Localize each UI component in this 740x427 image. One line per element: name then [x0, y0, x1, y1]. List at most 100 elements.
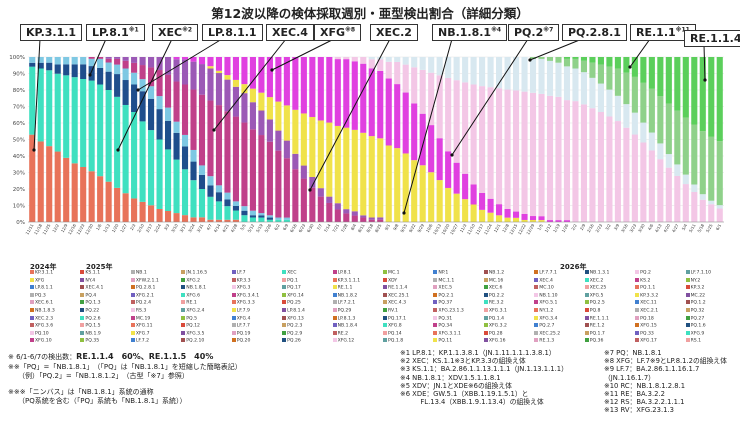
bar-segment-LP.8.1	[326, 202, 333, 222]
bar-segment-NB.1.8.1	[283, 57, 290, 106]
bar-segment-XEC.2	[105, 62, 112, 72]
legend-swatch	[30, 315, 34, 320]
bar-segment-LP.8.1.1	[181, 59, 189, 85]
legend-swatch	[433, 300, 438, 305]
legend-swatch	[332, 292, 337, 297]
bar-segment-XEC.2	[148, 86, 155, 99]
bar-segment-XFG	[419, 165, 426, 222]
legend-item: LP.8.1.4	[282, 308, 305, 314]
x-tick-label: 11/24	[483, 223, 493, 236]
bar-segment-RE.1.1.4	[716, 57, 723, 142]
legend-item: PQ.33	[635, 330, 654, 336]
bar-segment-KP.3.1.1	[54, 151, 61, 222]
bar-segment-XFG	[249, 88, 256, 103]
bar-segment-PQ.2.8.1	[691, 184, 698, 192]
bar-segment-XEC.4	[122, 80, 129, 105]
bar-segment-NB.1.8.1	[309, 57, 316, 117]
legend-item: PQ.27	[685, 315, 704, 321]
bar-segment-LP.8.1	[131, 62, 138, 73]
legend-label: NB.1.2	[488, 270, 505, 276]
legend-swatch	[635, 315, 640, 320]
bar-segment-XEC.4	[105, 71, 112, 90]
legend-label: RE.1.1.4	[388, 285, 408, 291]
bar-segment-NB.1.8.1	[529, 216, 537, 221]
bar-segment-RE.1.1.4	[572, 57, 579, 59]
bar-segment-LP.8.1	[181, 84, 189, 135]
legend-label: PQ.11	[438, 338, 453, 344]
bar-segment-RE.1.1.4	[631, 57, 638, 77]
bar-segment-LP.8.1.1	[164, 57, 172, 75]
bar-segment-XEC.4	[164, 120, 172, 150]
bar-segment-NB.1.8.1	[563, 220, 571, 223]
legend-label: PQ.1.4	[488, 316, 504, 322]
bar-segment-XEC.2	[198, 165, 206, 175]
legend-label: PQ.2.10	[186, 338, 205, 344]
x-tick-label: 3/2	[604, 223, 612, 231]
bar-segment-KP.3.1.1	[105, 181, 112, 222]
legend-swatch	[231, 277, 236, 282]
bar-segment-XFG	[232, 79, 240, 87]
legend-item: NB.1.8.1	[181, 285, 206, 291]
bar-segment-XEC	[105, 90, 112, 182]
bar-segment-PQ.2.8.1	[614, 95, 621, 122]
note-line3: （例）「PQ.2」=「NB.1.8.1.2」 （古型「※7」参照）	[18, 372, 189, 381]
bar-segment-NB.1.8.1	[173, 57, 180, 60]
callout-3: LP.8.1.1	[202, 24, 263, 41]
legend-swatch	[635, 285, 640, 290]
x-tick-label: 11/18	[33, 223, 43, 236]
legend-label: XFG.15	[640, 323, 657, 329]
bar-segment-NB.1.8.1	[351, 61, 358, 130]
legend-item: NY.4	[80, 277, 95, 283]
legend-label: PQ.35	[85, 338, 100, 344]
legend-item: PQ.4	[80, 292, 96, 298]
bar-segment-NB.1.8.1	[428, 125, 435, 173]
legend-label: XFG.3.3	[236, 300, 255, 306]
x-tick-label: 7/14	[323, 223, 332, 234]
bar-segment-KP.3.1.1	[131, 198, 138, 222]
bar-segment-RE.1.1.4	[563, 57, 571, 59]
y-tick-label: 80%	[13, 88, 25, 94]
legend-swatch	[383, 285, 387, 290]
x-tick-label: 11/17	[474, 223, 484, 236]
x-tick-label: 3/10	[170, 223, 179, 234]
bar-segment-PQ.2	[546, 95, 554, 221]
legend-label: XFG.2.4	[186, 308, 205, 314]
bar-segment-RE.1.1.4	[597, 57, 604, 65]
x-tick-label: 12/16	[67, 223, 77, 236]
legend-swatch	[635, 330, 640, 335]
bar-segment-LP.8.1.1	[241, 93, 248, 123]
legend-label: LF.7	[236, 270, 246, 276]
bar-segment-KP.3.1.1	[97, 176, 104, 222]
legend-label: RE.2	[337, 331, 349, 337]
bar-segment-XEC.2	[54, 57, 61, 65]
bar-segment-LP.8.1	[88, 57, 95, 59]
legend-swatch	[685, 270, 690, 274]
x-tick-label: 12/2	[51, 223, 60, 234]
bar-segment-XEC.4	[63, 64, 70, 76]
legend-swatch	[685, 300, 690, 305]
legend-item: XFG.11	[130, 323, 153, 329]
bar-segment-NB.1.8.1	[546, 220, 554, 222]
bar-segment-PQ.2	[496, 88, 503, 205]
legend-item: XEC.4.3	[383, 300, 406, 306]
x-tick-label: 12/1	[493, 223, 502, 234]
legend-swatch	[685, 330, 690, 335]
callout-label: PQ.2	[514, 26, 544, 39]
bar-segment-PQ.2	[470, 84, 477, 185]
legend-swatch	[584, 300, 589, 305]
bar-segment-PQ.2	[453, 80, 460, 163]
legend-swatch	[483, 270, 488, 274]
legend-label: XFG.9	[690, 331, 705, 337]
legend-item: PQ.20	[231, 338, 250, 344]
legend-item: XFG.3.2	[483, 323, 507, 329]
legend-item: PQ.35	[80, 338, 99, 344]
bar-segment-PQ.2	[512, 90, 520, 212]
legend-item: NB.1.3.1	[584, 270, 609, 276]
legend-item: XEC.2	[584, 277, 603, 283]
bar-segment-LP.8.1.1	[198, 64, 206, 95]
legend-swatch	[130, 323, 135, 328]
bar-segment-XFG	[402, 153, 409, 222]
legend-label: XEC.25.2	[539, 331, 561, 337]
bar-segment-XEC.2	[190, 149, 197, 162]
bar-segment-RE.1.1	[665, 103, 672, 155]
